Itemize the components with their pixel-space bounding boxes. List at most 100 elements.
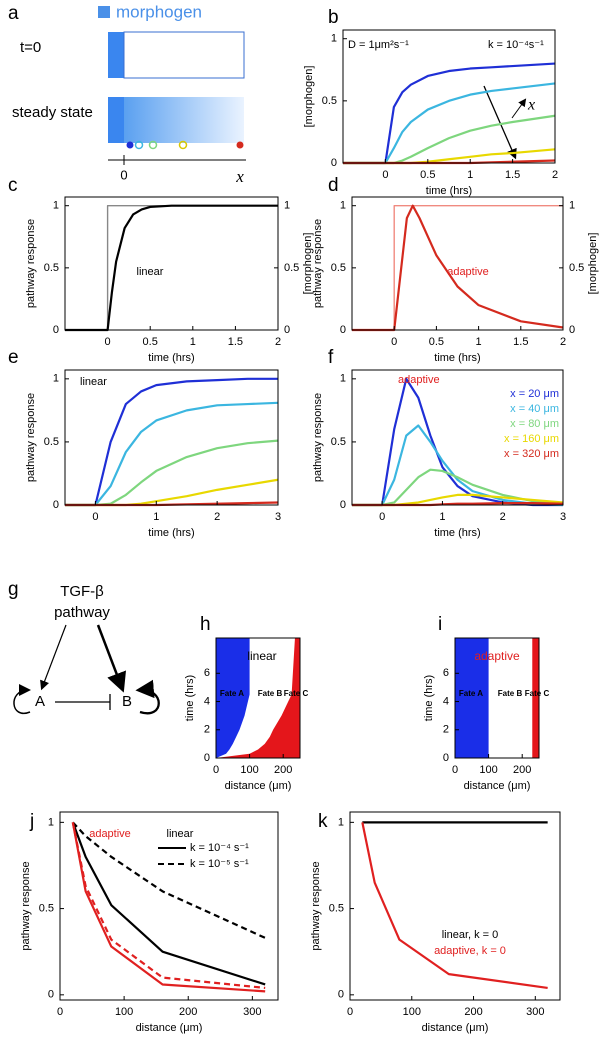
x-tick-label: 0	[92, 511, 98, 523]
annotation: adaptive, k = 0	[434, 945, 506, 957]
y-tick-label: 4	[443, 695, 449, 707]
legend-swatch	[98, 6, 110, 18]
x-axis-label: distance (μm)	[136, 1022, 203, 1034]
x-tick-label: 0	[57, 1006, 63, 1018]
data-line	[343, 82, 556, 165]
panel-letter: b	[328, 7, 339, 28]
fate-region	[216, 638, 300, 758]
arrow	[40, 624, 67, 691]
x-axis-label: distance (μm)	[225, 780, 292, 792]
y-tick-label: 0	[340, 499, 346, 511]
plot-frame	[64, 369, 279, 506]
y2-tick-label: 0.5	[569, 262, 584, 274]
data-line	[352, 204, 564, 332]
y-tick-label: 0	[331, 157, 337, 169]
x-axis-label: distance (μm)	[464, 780, 531, 792]
self-loop	[13, 684, 31, 715]
annotation: k = 10⁻⁴s⁻¹	[488, 39, 544, 51]
plot-frame	[59, 811, 279, 1001]
position-dot	[126, 141, 134, 149]
position-dot	[236, 141, 244, 149]
x-tick-label: 100	[115, 1006, 133, 1018]
annotation: Fate C	[525, 689, 550, 698]
x-axis-label: time (hrs)	[434, 352, 480, 364]
y-axis-label: pathway response	[20, 861, 32, 950]
x-tick-label: 0	[347, 1006, 353, 1018]
y-tick-label: 1	[53, 373, 59, 385]
x-tick-label: 0	[452, 764, 458, 776]
y-tick-label: 1	[338, 816, 344, 828]
data-line	[71, 821, 266, 986]
y-axis-label: pathway response	[312, 393, 324, 482]
annotation: adaptive	[89, 828, 131, 840]
annotation: linear	[137, 266, 164, 278]
panel-letter: e	[8, 347, 19, 368]
y-tick-label: 1	[340, 200, 346, 212]
x-tick-label: 300	[526, 1006, 544, 1018]
data-line	[65, 377, 278, 507]
y-tick-label: 0	[204, 752, 210, 764]
y-tick-label: 1	[53, 200, 59, 212]
arrow	[96, 624, 127, 693]
x-tick-label: 100	[403, 1006, 421, 1018]
row-label: t=0	[20, 39, 41, 56]
y2-axis-label: [morphogen]	[302, 233, 314, 295]
x-tick-label: 1.5	[505, 169, 520, 181]
x-tick-label: 200	[513, 764, 531, 776]
x-tick-label: 0	[391, 336, 397, 348]
plot-frame	[215, 637, 301, 759]
annotation: linear	[80, 376, 107, 388]
y-tick-label: 1	[331, 33, 337, 45]
plot-frame	[64, 196, 279, 331]
x-tick-label: 200	[274, 764, 292, 776]
x-tick-label: 2	[214, 511, 220, 523]
annotation: adaptive	[398, 374, 440, 386]
y-tick-label: 0	[443, 752, 449, 764]
plot-frame	[342, 29, 556, 164]
data-line	[71, 822, 266, 993]
axis-label: x	[235, 167, 244, 186]
x-tick-label: 100	[240, 764, 258, 776]
data-line	[343, 114, 556, 165]
x-tick-label: 1	[467, 169, 473, 181]
x-axis-label: time (hrs)	[148, 352, 194, 364]
x-tick-label: 1	[153, 511, 159, 523]
x-tick-label: 200	[179, 1006, 197, 1018]
x-tick-label: 1	[439, 511, 445, 523]
legend-label: x = 160 μm	[504, 433, 559, 445]
annotation: Fate B	[258, 689, 283, 698]
x-tick-label: 0	[213, 764, 219, 776]
annotation: linear	[167, 828, 194, 840]
data-line	[352, 468, 564, 507]
panel-letter: f	[328, 347, 334, 368]
legend-label: k = 10⁻⁴ s⁻¹	[190, 842, 249, 854]
y2-tick-label: 1	[284, 200, 290, 212]
y-tick-label: 2	[204, 724, 210, 736]
y-tick-label: 0	[53, 499, 59, 511]
y-axis-label: time (hrs)	[423, 675, 435, 721]
axis-origin: 0	[120, 167, 127, 182]
y-tick-label: 0.5	[44, 262, 59, 274]
x-tick-label: 0.5	[420, 169, 435, 181]
x-axis-label: time (hrs)	[148, 527, 194, 539]
legend-label: k = 10⁻⁵ s⁻¹	[190, 858, 249, 870]
panel-letter: c	[8, 175, 18, 196]
y-tick-label: 6	[204, 667, 210, 679]
x-tick-label: 3	[275, 511, 281, 523]
y-tick-label: 0	[53, 324, 59, 336]
position-dot	[178, 140, 188, 150]
x-tick-label: 2	[500, 511, 506, 523]
y-tick-label: 1	[48, 816, 54, 828]
annotation: adaptive	[447, 266, 489, 278]
x-tick-label: 0	[105, 336, 111, 348]
plot-frame	[351, 196, 564, 331]
x-tick-label: 1	[476, 336, 482, 348]
arrow	[511, 98, 527, 119]
fate-region	[455, 638, 489, 758]
self-loop	[135, 679, 160, 715]
data-line	[65, 401, 279, 507]
fate-region	[532, 638, 539, 758]
y-axis-label: pathway response	[25, 393, 37, 482]
position-dot	[134, 140, 144, 150]
y-axis-label: pathway response	[312, 219, 324, 308]
